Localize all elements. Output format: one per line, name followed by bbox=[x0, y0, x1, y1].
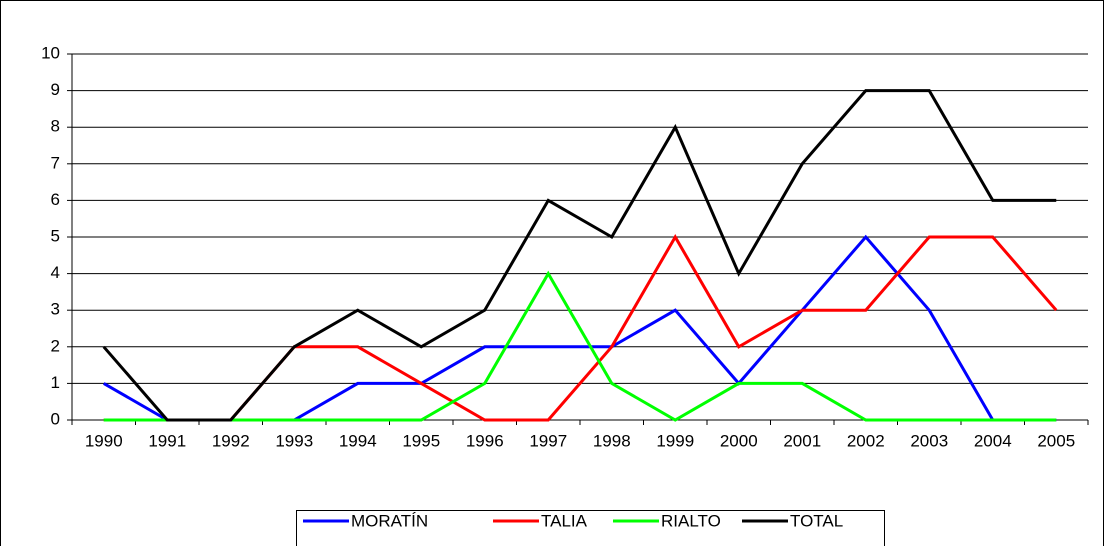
x-tick-label: 1992 bbox=[212, 431, 250, 450]
x-tick-label: 2001 bbox=[783, 431, 821, 450]
y-tick-label: 9 bbox=[51, 80, 60, 99]
x-tick-label: 1991 bbox=[148, 431, 186, 450]
y-tick-label: 6 bbox=[51, 190, 60, 209]
x-tick-label: 1993 bbox=[275, 431, 313, 450]
legend-label: TOTAL bbox=[790, 511, 843, 530]
x-tick-label: 2000 bbox=[720, 431, 758, 450]
x-tick-label: 2003 bbox=[910, 431, 948, 450]
legend-label: MORATÍN bbox=[351, 511, 428, 530]
y-tick-label: 3 bbox=[51, 300, 60, 319]
y-tick-label: 7 bbox=[51, 153, 60, 172]
y-tick-label: 10 bbox=[41, 43, 60, 62]
x-tick-label: 1996 bbox=[466, 431, 504, 450]
x-tick-label: 2002 bbox=[847, 431, 885, 450]
x-tick-label: 1995 bbox=[402, 431, 440, 450]
x-tick-label: 1998 bbox=[593, 431, 631, 450]
series-line bbox=[102, 89, 1057, 422]
x-tick-label: 2004 bbox=[974, 431, 1012, 450]
legend-label: RIALTO bbox=[661, 511, 721, 530]
y-tick-label: 4 bbox=[51, 263, 60, 282]
series-line bbox=[103, 270, 1057, 422]
legend-box bbox=[296, 510, 885, 546]
x-tick-label: 2005 bbox=[1037, 431, 1075, 450]
x-tick-label: 1994 bbox=[339, 431, 377, 450]
x-tick-label: 1999 bbox=[656, 431, 694, 450]
legend-label: TALIA bbox=[541, 511, 588, 530]
x-tick-label: 1990 bbox=[85, 431, 123, 450]
y-tick-label: 2 bbox=[51, 336, 60, 355]
y-tick-label: 1 bbox=[51, 373, 60, 392]
y-tick-label: 5 bbox=[51, 226, 60, 245]
x-tick-label: 1997 bbox=[529, 431, 567, 450]
y-tick-label: 0 bbox=[51, 409, 60, 428]
y-tick-label: 8 bbox=[51, 117, 60, 136]
